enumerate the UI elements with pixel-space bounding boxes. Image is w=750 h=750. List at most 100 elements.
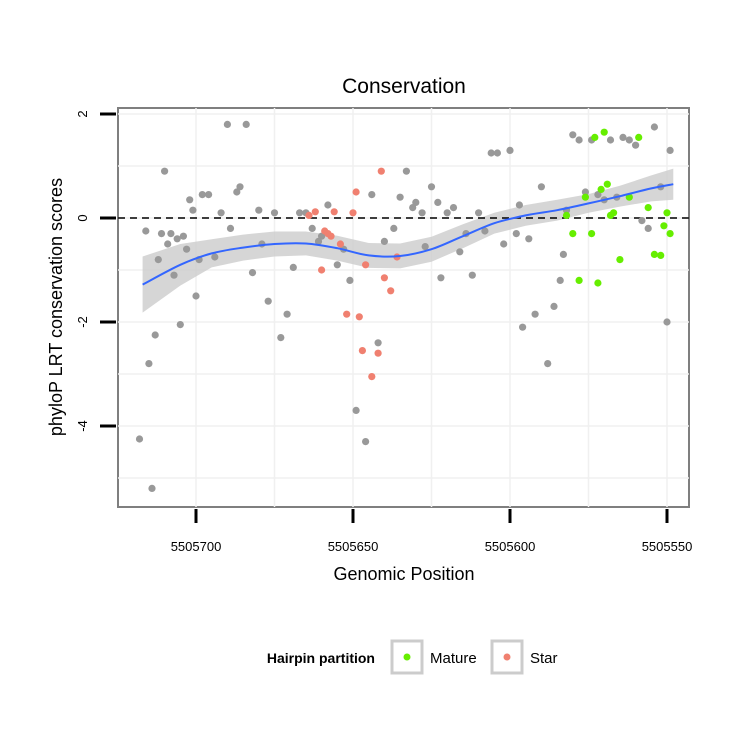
data-point-other — [575, 136, 583, 144]
data-point-other — [333, 261, 341, 269]
legend-title: Hairpin partition — [267, 650, 375, 666]
data-point-other — [594, 191, 602, 199]
data-point-star — [368, 373, 376, 381]
data-point-other — [154, 256, 162, 264]
data-point-other — [135, 435, 144, 443]
y-axis-label: phyloP LRT conservation scores — [46, 178, 66, 436]
data-point-mature — [562, 211, 571, 219]
data-point-other — [606, 136, 615, 144]
data-point-other — [211, 253, 219, 261]
data-point-mature — [644, 204, 652, 212]
data-point-other — [663, 318, 671, 326]
data-point-other — [493, 149, 501, 157]
data-point-other — [170, 271, 178, 279]
data-point-other — [550, 302, 558, 310]
y-tick-label: -4 — [75, 420, 90, 432]
data-point-other — [179, 232, 187, 240]
data-point-other — [368, 191, 376, 199]
data-point-other — [443, 209, 451, 217]
data-point-other — [255, 206, 263, 214]
data-point-other — [380, 237, 388, 245]
data-point-other — [525, 235, 533, 243]
data-point-other — [308, 224, 316, 232]
data-point-other — [142, 227, 150, 235]
data-point-other — [619, 133, 627, 141]
data-point-mature — [594, 279, 602, 287]
data-point-other — [233, 188, 241, 196]
data-point-star — [358, 347, 366, 355]
legend-swatch-mature — [403, 653, 411, 661]
data-point-other — [374, 339, 382, 347]
data-point-star — [318, 266, 326, 274]
x-tick-label: 5505600 — [485, 539, 536, 554]
legend-label-mature: Mature — [430, 650, 477, 667]
x-tick-label: 5505550 — [642, 539, 693, 554]
data-point-other — [481, 227, 489, 235]
data-point-other — [236, 183, 244, 191]
data-point-mature — [610, 209, 618, 217]
data-point-other — [581, 188, 590, 196]
data-point-star — [330, 208, 338, 216]
data-point-other — [625, 136, 633, 144]
data-point-mature — [666, 230, 674, 238]
data-point-other — [289, 263, 297, 271]
confidence-ribbon — [142, 168, 674, 313]
data-point-other — [559, 250, 568, 258]
data-point-mature — [591, 133, 599, 141]
data-point-other — [515, 201, 524, 209]
data-point-star — [305, 211, 313, 219]
data-point-other — [223, 120, 231, 128]
data-point-other — [544, 360, 552, 368]
data-point-other — [148, 484, 156, 492]
data-point-star — [380, 274, 388, 282]
data-point-other — [402, 167, 410, 175]
data-point-other — [434, 198, 442, 206]
data-point-other — [242, 120, 250, 128]
data-point-other — [390, 224, 398, 232]
data-point-other — [296, 209, 304, 217]
data-point-other — [283, 310, 291, 318]
data-point-other — [198, 191, 206, 199]
data-point-other — [186, 196, 194, 204]
data-point-other — [248, 269, 257, 277]
data-point-other — [176, 321, 184, 329]
data-point-other — [264, 297, 272, 305]
y-tick-label: 2 — [75, 110, 90, 117]
data-point-other — [145, 360, 153, 368]
data-point-other — [456, 248, 464, 256]
data-point-other — [418, 209, 426, 217]
data-point-other — [475, 209, 483, 217]
data-point-other — [167, 230, 175, 238]
data-point-other — [151, 331, 159, 339]
data-point-other — [161, 167, 169, 175]
data-point-star — [336, 240, 344, 248]
data-point-other — [314, 237, 323, 245]
data-point-other — [569, 131, 577, 139]
data-point-mature — [663, 209, 671, 217]
data-point-mature — [569, 230, 577, 238]
data-point-star — [377, 167, 385, 175]
data-point-other — [427, 183, 436, 191]
data-point-other — [638, 217, 646, 225]
data-point-other — [173, 235, 181, 243]
data-point-mature — [603, 180, 611, 188]
data-point-other — [449, 204, 458, 212]
data-point-mature — [581, 193, 590, 201]
x-tick-label: 5505650 — [328, 539, 379, 554]
y-axis: 2 0 -2 -4 — [75, 110, 116, 432]
data-point-mature — [597, 185, 605, 193]
data-point-star — [362, 261, 370, 269]
data-point-other — [205, 191, 213, 199]
smooth-curve — [142, 183, 674, 286]
data-point-other — [318, 232, 326, 240]
legend-key-star — [490, 639, 524, 675]
data-point-mature — [650, 250, 659, 258]
data-point-other — [362, 438, 370, 446]
smooth-line — [142, 183, 674, 286]
data-point-mature — [600, 128, 608, 136]
x-axis: 5505700 5505650 5505600 5505550 — [171, 509, 693, 554]
data-point-other — [217, 209, 225, 217]
data-point-mature — [616, 256, 624, 264]
legend-swatch-star — [503, 653, 511, 661]
data-point-other — [189, 206, 197, 214]
